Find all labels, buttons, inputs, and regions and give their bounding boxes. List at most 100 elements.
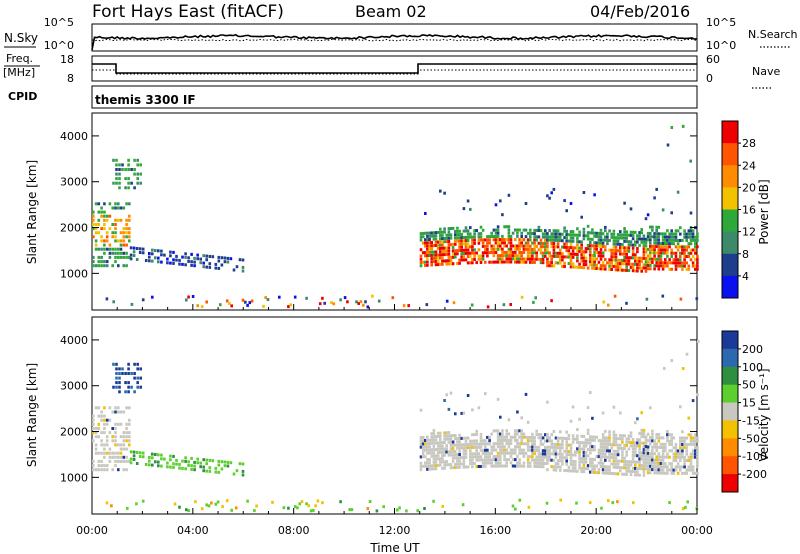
- range-cell: [434, 441, 438, 445]
- range-cell: [421, 260, 425, 264]
- range-cell: [619, 443, 622, 447]
- range-cell: [122, 435, 126, 439]
- range-cell: [445, 434, 448, 438]
- range-cell: [127, 385, 130, 389]
- range-cell: [421, 442, 425, 446]
- range-cell: [548, 229, 551, 232]
- range-cell: [657, 468, 661, 472]
- range-cell: [469, 245, 472, 249]
- range-cell: [591, 253, 594, 257]
- range-cell: [494, 251, 498, 254]
- range-cell: [601, 251, 605, 255]
- range-cell: [552, 446, 556, 449]
- range-cell: [496, 241, 500, 245]
- range-cell: [664, 258, 667, 262]
- range-cell: [695, 297, 699, 301]
- range-cell: [499, 435, 502, 439]
- range-cell: [584, 444, 588, 448]
- range-cell: [507, 193, 511, 197]
- range-cell: [614, 437, 618, 440]
- range-cell: [194, 500, 197, 504]
- range-cell: [421, 445, 425, 449]
- range-cell: [114, 410, 117, 414]
- range-cell: [552, 458, 556, 462]
- range-cell: [694, 245, 697, 249]
- range-cell: [481, 439, 485, 443]
- range-cell: [666, 235, 669, 239]
- range-cell: [208, 469, 212, 473]
- range-cell: [544, 254, 547, 258]
- range-cell: [97, 422, 101, 426]
- range-cell: [511, 448, 515, 452]
- range-cell: [533, 452, 536, 456]
- range-cell: [612, 255, 616, 259]
- range-cell: [202, 261, 205, 265]
- range-cell: [432, 250, 436, 254]
- cpid-panel: CPID themis 3300 IF: [8, 85, 698, 109]
- range-cell: [469, 226, 472, 230]
- range-cell: [473, 254, 476, 258]
- range-cell: [520, 235, 523, 238]
- range-cell: [486, 461, 489, 465]
- range-cell: [464, 455, 468, 459]
- range-cell: [694, 251, 697, 255]
- range-cell: [664, 449, 667, 453]
- y-tick-label: 1000: [60, 471, 88, 484]
- range-cell: [533, 464, 536, 468]
- range-cell: [490, 461, 493, 465]
- range-cell: [509, 247, 513, 251]
- y-tick-label: 3000: [60, 380, 88, 393]
- range-cell: [604, 449, 607, 453]
- range-cell: [623, 268, 626, 272]
- range-cell: [130, 168, 133, 171]
- range-cell: [526, 231, 530, 235]
- range-cell: [535, 449, 538, 452]
- range-cell: [447, 440, 451, 444]
- range-cell: [612, 456, 616, 460]
- range-cell: [220, 467, 224, 471]
- range-cell: [533, 439, 536, 443]
- range-cell: [578, 460, 581, 464]
- range-cell: [486, 455, 489, 459]
- range-cell: [586, 266, 590, 270]
- range-cell: [627, 262, 631, 266]
- range-cell: [621, 450, 624, 454]
- range-cell: [606, 471, 609, 475]
- range-cell: [539, 465, 543, 469]
- range-cell: [496, 228, 500, 232]
- range-cell: [172, 261, 175, 265]
- range-cell: [466, 199, 470, 203]
- range-cell: [445, 262, 448, 266]
- range-cell: [582, 434, 586, 438]
- range-cell: [441, 466, 444, 470]
- range-cell: [516, 445, 519, 449]
- range-cell: [115, 362, 118, 366]
- range-cell: [473, 251, 476, 255]
- range-cell: [522, 257, 526, 261]
- x-tick-label: 00:00: [681, 524, 713, 537]
- range-cell: [507, 438, 511, 442]
- y-tick-label: 2000: [60, 426, 88, 439]
- range-cell: [604, 471, 607, 475]
- range-cell: [217, 459, 221, 463]
- range-cell: [681, 446, 684, 450]
- range-cell: [445, 431, 448, 435]
- range-cell: [531, 436, 534, 439]
- range-cell: [426, 247, 429, 251]
- range-cell: [574, 265, 577, 269]
- range-cell: [582, 227, 586, 231]
- range-cell: [117, 422, 120, 426]
- range-cell: [697, 340, 700, 343]
- range-cell: [458, 236, 461, 240]
- range-cell: [661, 436, 665, 440]
- colorbar-tick-label: 15: [742, 397, 756, 410]
- range-cell: [178, 462, 181, 466]
- range-cell: [604, 245, 607, 249]
- range-cell: [312, 508, 315, 512]
- range-cell: [475, 439, 478, 443]
- range-cell: [679, 255, 682, 258]
- range-cell: [507, 228, 511, 232]
- range-cell: [679, 455, 682, 459]
- range-cell: [130, 372, 133, 375]
- range-cell: [589, 391, 592, 394]
